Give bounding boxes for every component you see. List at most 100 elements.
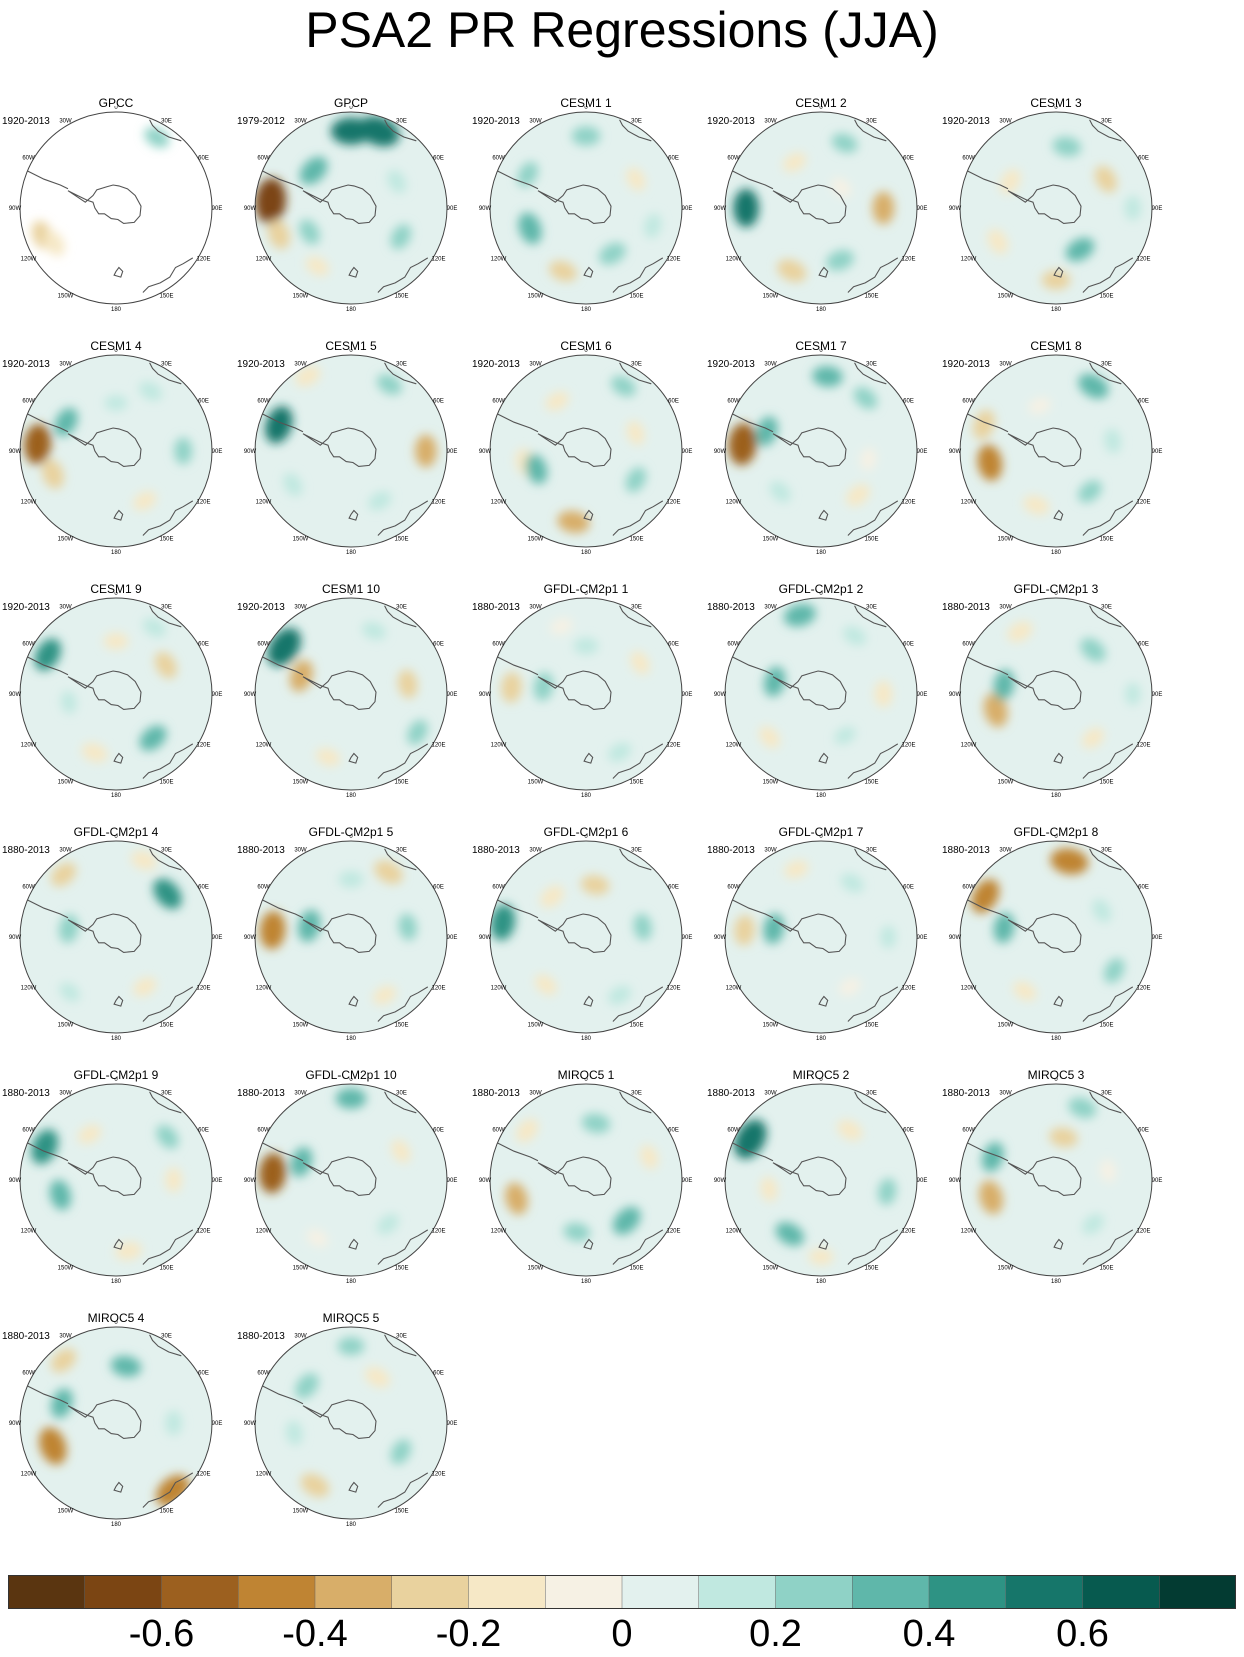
regression-anomaly	[763, 913, 785, 944]
longitude-label: 150E	[394, 294, 408, 300]
longitude-label: 150E	[394, 1509, 408, 1515]
map-boundary	[959, 597, 1153, 791]
longitude-label: 150W	[58, 1509, 74, 1515]
longitude-label: 90W	[9, 935, 22, 941]
map-boundary	[489, 354, 683, 548]
longitude-label: 60E	[1138, 1128, 1149, 1134]
longitude-label: 120E	[196, 743, 210, 749]
map-panel: GFDL-CM2p1 8 1880-2013 0 30E 60E 90E 120E 150E 1…	[940, 825, 1172, 1065]
regression-anomaly	[368, 491, 392, 511]
regression-anomaly	[110, 1355, 142, 1377]
regression-anomaly	[839, 978, 861, 996]
map-boundary	[19, 111, 213, 305]
longitude-label: 180	[581, 1036, 592, 1042]
longitude-label: 90E	[682, 206, 693, 212]
longitude-label: 90W	[714, 1178, 727, 1184]
coastline	[1053, 752, 1064, 764]
longitude-label: 0	[584, 1078, 588, 1083]
coastline	[537, 913, 612, 953]
regression-anomaly	[626, 420, 645, 446]
regression-anomaly	[103, 632, 129, 650]
regression-anomaly	[138, 381, 163, 401]
longitude-label: 150E	[864, 537, 878, 543]
coastline	[854, 362, 887, 385]
longitude-label: 120W	[491, 1229, 507, 1235]
coastline	[537, 184, 612, 224]
coastline	[729, 1141, 774, 1162]
coastline	[619, 362, 652, 385]
regression-anomaly	[1028, 397, 1051, 415]
longitude-label: 30W	[764, 119, 777, 125]
colorbar-swatch	[775, 1575, 853, 1609]
longitude-label: 120W	[726, 257, 742, 263]
longitude-label: 0	[114, 592, 118, 597]
map-background	[255, 1327, 447, 1519]
regression-anomaly	[1124, 195, 1142, 221]
longitude-label: 150W	[763, 780, 779, 786]
longitude-label: 60W	[22, 885, 35, 891]
polar-map: 0 30E 60E 90E 120E 150E 180 150W 120W 90W 60W 30W	[479, 592, 693, 799]
coastline	[67, 913, 142, 953]
regression-anomaly	[979, 1180, 1004, 1215]
longitude-label: 30W	[999, 119, 1012, 125]
longitude-label: 120W	[726, 500, 742, 506]
regression-anomaly	[297, 909, 321, 942]
map-panel: GFDL-CM2p1 6 1880-2013 0 30E 60E 90E 120E 150E 1…	[470, 825, 702, 1065]
coastline	[348, 1238, 359, 1250]
coastline	[494, 412, 539, 433]
regression-anomaly	[640, 1144, 659, 1170]
longitude-label: 60E	[198, 1128, 209, 1134]
regression-anomaly	[267, 219, 290, 250]
coastline	[113, 266, 124, 278]
polar-map: 0 30E 60E 90E 120E 150E 180 150W 120W 90W 60W 30W	[714, 1078, 928, 1285]
regression-anomaly	[144, 127, 170, 148]
coastline	[1007, 427, 1082, 467]
longitude-label: 150W	[58, 537, 74, 543]
colorbar-swatch	[928, 1575, 1007, 1609]
coastline	[1053, 1238, 1064, 1250]
coastline	[142, 1229, 194, 1265]
coastline	[259, 898, 304, 919]
longitude-label: 30W	[294, 362, 307, 368]
longitude-label: 180	[581, 550, 592, 556]
longitude-label: 0	[114, 835, 118, 840]
regression-anomaly	[517, 161, 539, 187]
regression-anomaly	[808, 1248, 834, 1266]
panel-title: CESM1 10	[321, 582, 381, 596]
coastline	[494, 1141, 539, 1162]
map-background	[20, 112, 212, 304]
regression-anomaly	[283, 473, 303, 497]
coastline	[964, 412, 1009, 433]
longitude-label: 120W	[961, 257, 977, 263]
longitude-label: 0	[1054, 592, 1058, 597]
regression-anomaly	[1100, 1159, 1116, 1183]
longitude-label: 60E	[433, 156, 444, 162]
map-panel: CESM1 7 1920-2013 0 30E 60E 90E 120E 150E 180 150…	[705, 339, 937, 579]
longitude-label: 0	[114, 1321, 118, 1326]
coastline	[847, 743, 899, 779]
longitude-label: 0	[349, 106, 353, 111]
map-panel: GFDL-CM2p1 2 1880-2013 0 30E 60E 90E 120E 150E 1…	[705, 582, 937, 822]
longitude-label: 0	[819, 106, 823, 111]
regression-anomaly	[415, 434, 437, 468]
panel-years: 1880-2013	[237, 845, 285, 856]
coastline	[612, 743, 664, 779]
regression-anomaly	[377, 1213, 399, 1235]
map-boundary	[254, 597, 448, 791]
regression-anomaly	[50, 862, 77, 887]
regression-anomaly	[759, 726, 780, 749]
regression-anomaly	[364, 1367, 390, 1388]
longitude-label: 150W	[998, 537, 1014, 543]
longitude-label: 90W	[949, 1178, 962, 1184]
longitude-label: 30W	[294, 1091, 307, 1097]
longitude-label: 120W	[21, 743, 37, 749]
longitude-label: 120E	[666, 743, 680, 749]
coastline	[348, 995, 359, 1007]
coastline	[377, 257, 429, 293]
regression-anomaly	[1078, 480, 1102, 503]
longitude-label: 60W	[22, 156, 35, 162]
panel-title: GPCP	[333, 96, 368, 110]
panel-title: CESM1 8	[1030, 339, 1082, 353]
longitude-label: 120E	[1136, 743, 1150, 749]
longitude-label: 150E	[159, 1266, 173, 1272]
